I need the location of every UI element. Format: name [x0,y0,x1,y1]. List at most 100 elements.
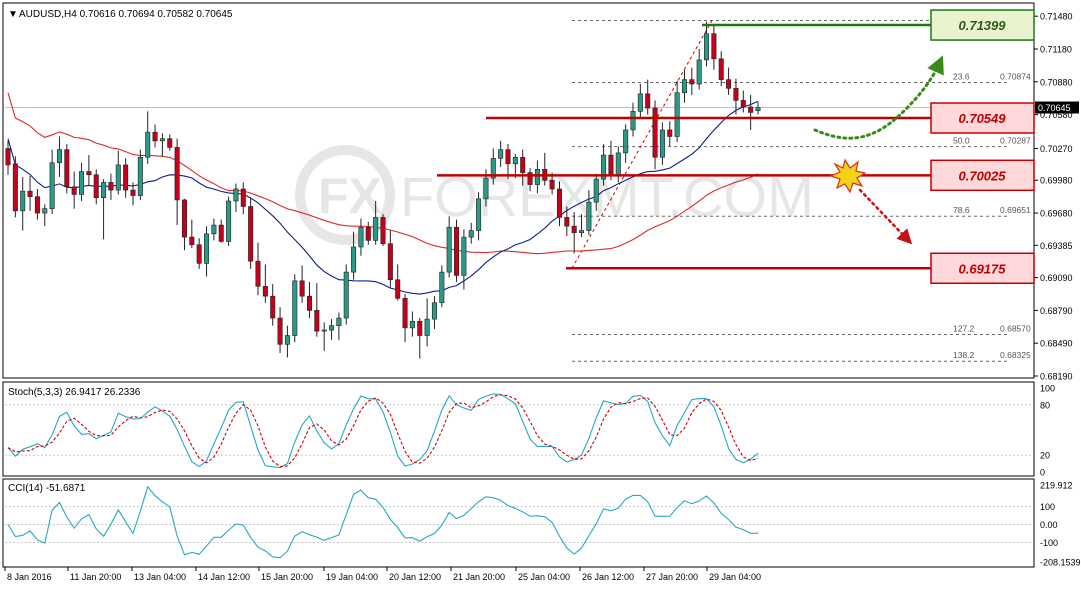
candle [20,176,26,231]
candle [137,149,143,200]
stochastic-lines: 100 80 20 0 [5,384,1055,478]
candle-body [79,171,85,195]
candle-body [564,217,570,227]
candle-body [667,129,673,137]
fib-ratio: 50.0 [953,136,970,146]
candle-body [733,88,739,101]
candle-body [20,190,26,212]
candle [277,307,283,354]
fib-price: 0.69651 [1000,205,1031,215]
candle [645,79,651,115]
candle [270,284,276,326]
candle [571,211,577,254]
level-label-resistance: 0.71399 [959,18,1007,33]
candle-body [586,201,592,231]
candle-body [527,172,533,185]
candle-body [704,33,710,61]
candle-body [718,58,724,80]
candle [292,274,298,343]
candle [579,214,585,238]
stoch-tick-label: 0 [1040,468,1045,478]
candle-body [299,280,305,297]
candle [329,319,335,340]
candle [159,133,165,157]
candle [593,173,599,211]
candle [439,265,445,308]
candle-body [402,298,408,329]
candle-body [380,217,386,244]
time-tick-label: 25 Jan 04:00 [518,572,570,582]
candle-body [12,163,18,212]
candle [490,148,496,185]
cci-title: CCI(14) -51.6871 [8,483,86,494]
candle [42,204,48,227]
candle-body [336,317,342,326]
candle-body [505,149,511,165]
candle-body [71,186,77,195]
current-price-tag [1035,101,1079,114]
candle-body [439,271,445,304]
candle-body [740,100,746,108]
stoch-main-line [7,393,759,468]
candle [299,265,305,303]
candle-body [373,217,379,241]
cci-tick-label: -100 [1040,538,1058,548]
candle [167,134,173,151]
candle-body [108,182,114,191]
candle-body [556,188,562,218]
candle [27,175,33,211]
candle [204,226,210,277]
level-label-box-support1 [930,159,1035,192]
candle [556,181,562,227]
candle-body [123,164,129,191]
candle [174,138,180,226]
candle-body [181,199,187,238]
candle-body [476,198,482,231]
candle [343,264,349,325]
candle [696,48,702,90]
candle [623,124,629,163]
candle-body [49,162,55,209]
time-tick-label: 13 Jan 04:00 [134,572,186,582]
candle-body [454,226,460,276]
candle [145,111,151,164]
candle [748,94,754,130]
candle-body [130,189,136,196]
price-tick-label: 0.68190 [1040,372,1073,382]
candle-body [748,106,754,113]
candle [586,190,592,235]
candle-body [520,156,526,173]
candle-body [652,107,658,158]
candle [108,173,114,200]
time-tick-label: 26 Jan 12:00 [582,572,634,582]
candle-body [93,174,99,199]
price-axis: 0.71480 0.71180 0.70880 0.70580 0.70270 0.699… [1034,12,1079,382]
symbol-menu-icon[interactable]: ▼ [8,9,18,20]
fib-price: 0.70874 [1000,71,1031,81]
stoch-pane [2,381,1035,477]
candle [681,69,687,103]
candle-body [674,92,680,137]
candle-body [689,79,695,85]
bearish-arrow [858,188,913,245]
candle [211,218,217,241]
stoch-title: Stoch(5,3,3) 26.9417 26.2336 [8,387,141,398]
time-tick-label: 8 Jan 2016 [7,572,52,582]
candle [652,100,658,170]
candle [306,281,312,319]
candle-body [630,111,636,131]
candle [601,144,607,186]
candle-body [726,79,732,89]
candle [196,238,202,269]
cci-tick-label: 100 [1040,502,1055,512]
level-label-support2: 0.69175 [959,261,1007,276]
candle [262,264,268,303]
candle-body [314,310,320,332]
candle-body [277,317,283,345]
candle-body [329,325,335,331]
candle-body [623,129,629,154]
candle-body [696,59,702,85]
time-tick-label: 19 Jan 04:00 [326,572,378,582]
stoch-tick-label: 100 [1040,384,1055,394]
